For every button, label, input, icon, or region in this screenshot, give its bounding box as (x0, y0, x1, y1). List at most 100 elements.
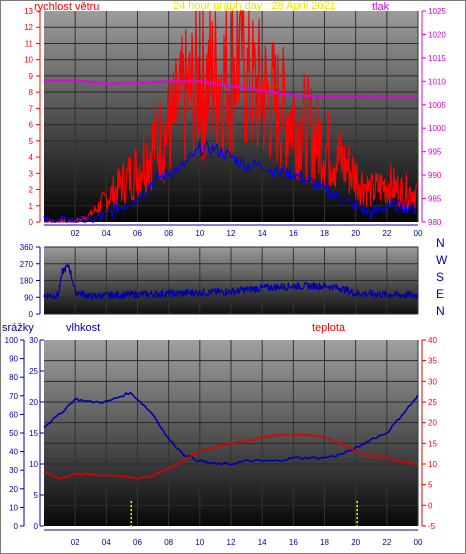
pressure-y-tick-label: 1020 (428, 30, 446, 39)
wind-y-tick-label: 3 (29, 169, 34, 178)
temperature-y-tick-label: -5 (428, 522, 436, 531)
pressure-y-tick-label: 990 (428, 171, 442, 180)
wind-x-tick-label: 14 (258, 229, 267, 238)
humidity-x-tick-label: 08 (164, 538, 173, 547)
wind-y-tick-label: 13 (24, 7, 33, 16)
rain-y-tick-label: 90 (9, 355, 18, 364)
wind-y-tick-label: 12 (24, 23, 33, 32)
temperature-label: teplota (312, 322, 346, 334)
rain-y-tick-label: 20 (9, 485, 18, 494)
humidity-x-tick-label: 16 (289, 538, 298, 547)
rain-y-tick-label: 30 (9, 466, 18, 475)
temperature-y-tick-label: 30 (428, 377, 437, 386)
pressure-y-tick-label: 1025 (428, 7, 446, 16)
temperature-y-tick-label: 10 (428, 460, 437, 469)
humidity-x-tick-label: 06 (133, 538, 142, 547)
wind-x-tick-label: 18 (320, 229, 329, 238)
humidity-x-tick-label: 22 (382, 538, 391, 547)
pressure-y-tick-label: 1000 (428, 124, 446, 133)
humidity-axes: 02 04 06 08 10 12 14 16 18 20 22 000102030405060708… (5, 336, 438, 547)
temperature-y-tick-label: 5 (428, 481, 433, 490)
wind-y-tick-label: 9 (29, 72, 34, 81)
wind-y-tick-label: 1 (29, 202, 34, 211)
temperature-y-tick-label: 0 (428, 501, 433, 510)
humidity-label: vlhkost (66, 322, 100, 334)
wind-x-tick-label: 16 (289, 229, 298, 238)
wind-x-tick-label: 08 (164, 229, 173, 238)
wind-y-tick-label: 6 (29, 121, 34, 130)
wind-y-tick-label: 7 (29, 104, 34, 113)
humidity-line (43, 391, 419, 466)
temperature-y-tick-label: 40 (428, 336, 437, 345)
pressure-y-tick-label: 980 (428, 218, 442, 227)
humidity-x-tick-label: 18 (320, 538, 329, 547)
wind-x-tick-label: 20 (351, 229, 360, 238)
pressure-y-tick-label: 1015 (428, 54, 446, 63)
humidity-x-tick-label: 00 (414, 538, 423, 547)
direction-series (43, 263, 419, 301)
humidity-y-tick-label: 10 (29, 460, 38, 469)
humidity-y-tick-label: 0 (34, 522, 39, 531)
pressure-y-tick-label: 1010 (428, 77, 446, 86)
wind-x-tick-label: 22 (382, 229, 391, 238)
pressure-y-tick-label: 995 (428, 148, 442, 157)
temperature-y-tick-label: 35 (428, 357, 437, 366)
temperature-line (43, 433, 419, 480)
direction-y-tick-label: 180 (20, 277, 34, 286)
pressure-y-tick-label: 985 (428, 195, 442, 204)
humidity-x-tick-label: 10 (195, 538, 204, 547)
temperature-y-tick-label: 25 (428, 398, 437, 407)
wind-x-tick-label: 02 (71, 229, 80, 238)
rain-y-tick-label: 10 (9, 503, 18, 512)
compass-e: E (436, 287, 444, 301)
rain-label: srážky (2, 322, 34, 334)
direction-y-tick-label: 270 (20, 260, 34, 269)
humidity-x-tick-label: 02 (71, 538, 80, 547)
humidity-y-tick-label: 15 (29, 429, 38, 438)
humidity-y-tick-label: 25 (29, 367, 38, 376)
wind-average-line (43, 142, 417, 223)
rain-y-tick-label: 70 (9, 392, 18, 401)
humidity-x-tick-label: 04 (102, 538, 111, 547)
rain-y-tick-label: 0 (14, 522, 19, 531)
wind-y-tick-label: 11 (25, 39, 34, 48)
pressure-y-tick-label: 1005 (428, 101, 446, 110)
rain-y-tick-label: 100 (5, 336, 19, 345)
humidity-temperature-series (43, 391, 419, 526)
humidity-x-tick-label: 20 (351, 538, 360, 547)
humidity-x-tick-label: 14 (258, 538, 267, 547)
direction-y-tick-label: 90 (24, 293, 33, 302)
wind-y-tick-label: 4 (29, 153, 34, 162)
temperature-y-tick-label: 15 (428, 439, 437, 448)
compass-n-top: N (436, 236, 445, 250)
wind-y-tick-label: 5 (29, 137, 34, 146)
wind-y-tick-label: 10 (24, 56, 33, 65)
compass-n-bottom: N (436, 304, 445, 318)
chart-title: 24 hour graph day : 28 April 2021 (173, 0, 336, 12)
direction-y-tick-label: 360 (20, 243, 34, 252)
rain-y-tick-label: 40 (9, 448, 18, 457)
rain-y-tick-label: 60 (9, 410, 18, 419)
humidity-grid (44, 340, 419, 526)
wind-speed-line (43, 10, 418, 223)
wind-x-tick-label: 12 (227, 229, 236, 238)
compass-s: S (436, 270, 444, 284)
compass-w: W (436, 253, 448, 267)
wind-y-tick-label: 0 (29, 218, 34, 227)
wind-x-tick-label: 10 (195, 229, 204, 238)
direction-grid (44, 246, 419, 315)
direction-axes: 0 90 180 270 360 (20, 243, 41, 319)
pressure-line (44, 79, 418, 99)
humidity-y-tick-label: 5 (34, 491, 39, 500)
wind-y-tick-label: 8 (29, 88, 34, 97)
humidity-x-tick-label: 12 (227, 538, 236, 547)
wind-x-tick-label: 04 (102, 229, 111, 238)
wind-x-tick-label: 06 (133, 229, 142, 238)
wind-y-tick-label: 2 (29, 186, 34, 195)
pressure-label: tlak (372, 1, 390, 13)
wind-axes: 02 04 06 08 10 12 14 16 18 20 22 000123456789101112… (24, 7, 446, 238)
humidity-y-tick-label: 30 (29, 336, 38, 345)
humidity-y-tick-label: 20 (29, 398, 38, 407)
direction-y-tick-label: 0 (29, 310, 34, 319)
